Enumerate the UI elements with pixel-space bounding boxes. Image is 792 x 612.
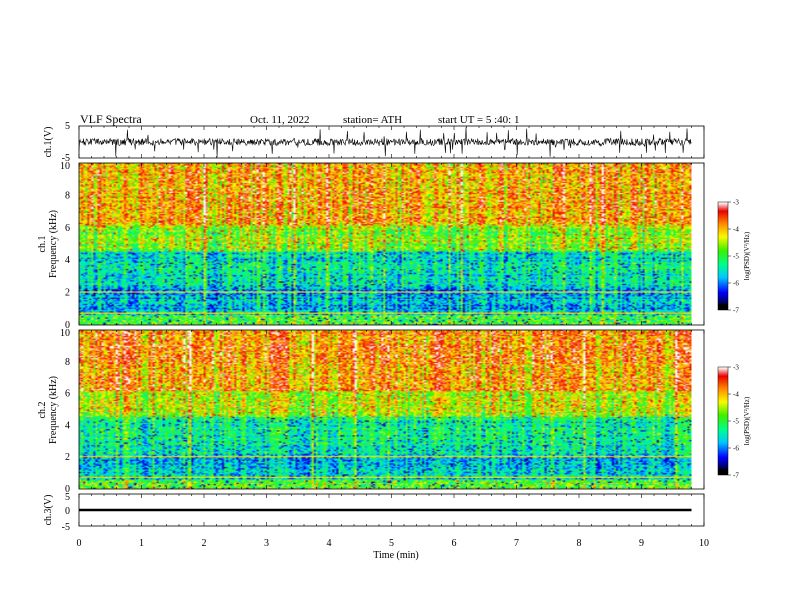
ch1-ytick-top: 5 (65, 121, 70, 132)
ch2-spectrogram-ylabel-line1: ch.2 (37, 402, 48, 419)
ch1-waveform-panel: 5 -5 ch.1(V) (43, 121, 705, 164)
ch3-ytick-top: 5 (65, 492, 70, 503)
ch1-colorbar-tick-label: -5 (733, 253, 739, 261)
ch1-waveform-xticks (78, 126, 705, 158)
ch2-spectrogram-ylabel-line2: Frequency (kHz) (48, 376, 59, 444)
ch1-freq-tick-4: 4 (65, 255, 70, 266)
time-axis-label: Time (min) (373, 550, 418, 561)
ch2-freq-tick-0: 0 (65, 484, 70, 495)
ch2-freq-tick-4: 4 (65, 420, 70, 431)
ch1-freq-tick-2: 2 (65, 288, 70, 299)
time-axis-tick-label: 9 (639, 538, 644, 549)
ch1-colorbar-tick-label: -4 (733, 226, 739, 234)
time-axis-tick-label: 10 (699, 538, 709, 549)
ch3-ytick-bottom: -5 (62, 522, 70, 533)
ch2-spectrogram-panel: 0 2 4 6 8 10 ch.2 Frequency (kHz) -3 -4 -5… (37, 328, 751, 495)
time-axis-tick-label: 4 (327, 538, 332, 549)
ch1-ytick-bottom: -5 (62, 153, 70, 164)
ch1-waveform-trace (78, 127, 692, 158)
ch1-spectrogram-yticks: 0 2 4 6 8 10 (60, 161, 70, 331)
ch2-colorbar-tick-label: -7 (733, 472, 739, 480)
time-axis-tick-label: 8 (577, 538, 582, 549)
ch1-waveform-ylabel: ch.1(V) (43, 127, 54, 158)
ch1-colorbar-tick-label: -3 (733, 199, 739, 207)
time-axis-tick-label: 3 (264, 538, 269, 549)
ch1-spectrogram-image (79, 163, 692, 325)
ch1-spectrogram-ylabel-line2: Frequency (kHz) (48, 210, 59, 278)
ch1-spectrogram-ylabel-line1: ch.1 (37, 236, 48, 253)
ch1-freq-tick-0: 0 (65, 320, 70, 331)
ch2-colorbar: -3 -4 -5 -6 -7 log(PSD)(V²/Hz) (717, 364, 751, 480)
ch2-colorbar-tick-label: -4 (733, 391, 739, 399)
time-axis-tick-label: 6 (452, 538, 457, 549)
time-axis: 0 1 2 3 4 5 6 7 8 9 10 (77, 538, 710, 549)
ch2-colorbar-tick-label: -3 (733, 364, 739, 372)
ch1-colorbar-tick-label: -7 (733, 307, 739, 315)
ch2-colorbar-ticks: -3 -4 -5 -6 -7 (728, 364, 739, 480)
ch1-spectrogram-xticks (78, 163, 705, 325)
time-axis-tick-label: 1 (139, 538, 144, 549)
ch2-colorbar-label: log(PSD)(V²/Hz) (743, 396, 751, 445)
ch1-colorbar: -3 -4 -5 -6 -7 log(PSD)(V²/Hz) (717, 199, 751, 315)
ch2-spectrogram-image (79, 330, 692, 489)
time-axis-tick-label: 0 (77, 538, 82, 549)
ch1-colorbar-ticks: -3 -4 -5 -6 -7 (728, 199, 739, 315)
ch3-waveform-xticks (78, 494, 705, 526)
date-label: Oct. 11, 2022 (250, 114, 309, 126)
ch3-ytick-mid: 0 (65, 506, 70, 517)
time-axis-tick-label: 7 (514, 538, 519, 549)
ch2-colorbar-tick-label: -6 (733, 445, 739, 453)
ch1-freq-tick-10: 10 (60, 161, 70, 172)
ch2-freq-tick-8: 8 (65, 357, 70, 368)
figure-title: VLF Spectra (80, 112, 142, 126)
ch2-spectrogram-xticks (78, 330, 705, 489)
ch2-freq-tick-6: 6 (65, 389, 70, 400)
time-axis-tick-label: 5 (389, 538, 394, 549)
ch2-spectrogram-yticks: 0 2 4 6 8 10 (60, 328, 70, 495)
ch3-waveform-ylabel: ch.3(V) (43, 495, 54, 526)
ch2-colorbar-gradient (718, 367, 728, 475)
ch1-freq-tick-6: 6 (65, 223, 70, 234)
ch1-freq-tick-8: 8 (65, 190, 70, 201)
ch1-colorbar-tick-label: -6 (733, 280, 739, 288)
ch2-freq-tick-10: 10 (60, 328, 70, 339)
time-axis-tick-label: 2 (202, 538, 207, 549)
station-label: station= ATH (343, 114, 402, 126)
ch1-spectrogram-panel: 0 2 4 6 8 10 ch.1 Frequency (kHz) -3 -4 -5… (37, 161, 751, 331)
ch1-colorbar-label: log(PSD)(V²/Hz) (743, 231, 751, 280)
ch3-waveform-panel: 5 0 -5 ch.3(V) (43, 492, 705, 533)
start-time-label: start UT = 5 :40: 1 (438, 114, 519, 126)
ch2-colorbar-tick-label: -5 (733, 418, 739, 426)
ch1-colorbar-gradient (718, 202, 728, 310)
ch2-freq-tick-2: 2 (65, 452, 70, 463)
